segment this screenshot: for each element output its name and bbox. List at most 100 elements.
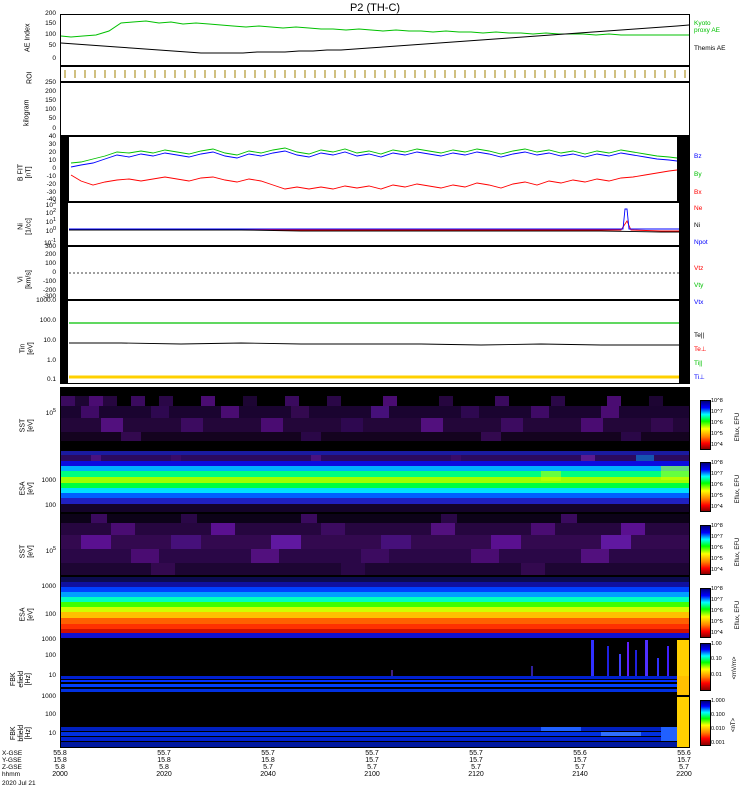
ae-index-plot xyxy=(61,20,689,54)
legend-kyoto-proxy-ae: Kyoto xyxy=(694,20,711,27)
panel-b-fit xyxy=(60,136,690,202)
legend-te-par: Te|| xyxy=(694,332,705,339)
ytick: 30 xyxy=(48,141,56,148)
cbtick: 10^7 xyxy=(711,409,723,415)
footer-label-y-gse: Y-GSE xyxy=(2,757,22,764)
panel-temperature-ylabel: Tin [eV] xyxy=(19,342,35,355)
panel-density xyxy=(60,202,690,246)
legend-te-perp: Te⊥ xyxy=(694,346,707,353)
legend-npot: Npot xyxy=(694,239,708,246)
footer-label-x-gse: X-GSE xyxy=(2,750,23,757)
ytick: 20 xyxy=(48,149,56,156)
ytick: 100 xyxy=(45,260,56,267)
cbtick: 1.00 xyxy=(711,641,722,647)
ytick: 250 xyxy=(45,79,56,86)
roi-plot xyxy=(64,70,686,78)
legend-themis-ae: Themis AE xyxy=(694,45,726,52)
xtick-hhmm: 2000 xyxy=(52,771,68,778)
ytick: 100 xyxy=(45,711,56,718)
b-fit-plot xyxy=(61,137,689,201)
xtick-y-gse-last: 15.7 xyxy=(677,757,691,764)
xtick-y-gse: 15.7 xyxy=(469,757,483,764)
colorbar-sst-electron xyxy=(700,525,711,575)
cbtick: 10^8 xyxy=(711,586,723,592)
panel-kilogram-ylabel: kilogram xyxy=(23,99,31,126)
ytick: 10 xyxy=(48,157,56,164)
ytick: 1000 xyxy=(41,636,56,643)
ytick: 100 xyxy=(45,106,56,113)
xtick-hhmm: 2020 xyxy=(156,771,172,778)
cbtick: 10^6 xyxy=(711,420,723,426)
legend-kyoto-proxy-ae-2: proxy AE xyxy=(694,27,721,34)
footer-date: 2020 Jul 21 xyxy=(2,780,36,787)
xtick-hhmm-last: 2200 xyxy=(676,771,692,778)
panel-esa-electron-ylabel: ESA [eV] xyxy=(19,607,35,622)
legend-by: By xyxy=(694,171,702,178)
ytick: -40 xyxy=(46,196,56,203)
panel-fbk-efield-ylabel: FBK efield [Hz] xyxy=(9,670,32,688)
xtick-y-gse: 15.8 xyxy=(157,757,171,764)
velocity-plot xyxy=(61,247,689,299)
xtick-x-gse: 55.7 xyxy=(469,750,483,757)
ytick: 1000.0 xyxy=(36,297,56,304)
ytick: -200 xyxy=(42,287,56,294)
ytick: 0 xyxy=(52,55,56,62)
xtick-z-gse: 5.7 xyxy=(471,764,481,771)
ytick: 105 xyxy=(45,546,56,556)
ytick: 50 xyxy=(48,42,56,49)
temperature-plot xyxy=(61,301,689,383)
cbtick: 10^6 xyxy=(711,482,723,488)
colorbar-fbk-efield xyxy=(700,643,711,691)
xtick-z-gse: 5.7 xyxy=(367,764,377,771)
ytick: 10 xyxy=(48,672,56,679)
ytick: -20 xyxy=(46,181,56,188)
panel-temperature xyxy=(60,300,690,384)
esa-electron-spectrogram xyxy=(61,577,689,638)
cbtick: 0.10 xyxy=(711,656,722,662)
xtick-y-gse: 15.8 xyxy=(53,757,67,764)
ytick: 0 xyxy=(52,165,56,172)
ytick: 100 xyxy=(45,226,56,236)
legend-vtx: Vtx xyxy=(694,299,704,306)
xtick-y-gse: 15.7 xyxy=(365,757,379,764)
ytick: 100 xyxy=(45,31,56,38)
ytick: 200 xyxy=(45,10,56,17)
cbtick: 10^7 xyxy=(711,471,723,477)
panel-sst-ion-ylabel: SST [eV] xyxy=(19,418,35,433)
ytick: -300 xyxy=(42,293,56,300)
panel-ae-index xyxy=(60,14,690,66)
panel-esa-electron xyxy=(60,576,690,639)
panel-sst-electron xyxy=(60,513,690,576)
sst-electron-spectrogram xyxy=(61,514,689,575)
legend-bz: Bz xyxy=(694,153,702,160)
cbtick: 10^6 xyxy=(711,608,723,614)
xtick-x-gse: 55.6 xyxy=(573,750,587,757)
colorbar-label: Eflux, EFU xyxy=(735,537,741,567)
xtick-z-gse: 5.7 xyxy=(263,764,273,771)
xtick-x-gse: 55.7 xyxy=(261,750,275,757)
xtick-hhmm: 2120 xyxy=(468,771,484,778)
footer-label-hhmm: hhmm xyxy=(2,771,21,778)
ytick: -100 xyxy=(42,278,56,285)
ytick: 10 xyxy=(48,730,56,737)
colorbar-label: Eflux, EFU xyxy=(735,412,741,442)
ytick: 1.0 xyxy=(46,357,56,364)
xtick-z-gse-last: 5.7 xyxy=(679,764,689,771)
cbtick: 10^5 xyxy=(711,493,723,499)
panel-density-ylabel: Ni [1/cc] xyxy=(17,218,33,235)
panel-sst-electron-ylabel: SST [eV] xyxy=(19,544,35,559)
cbtick: 10^4 xyxy=(711,567,723,573)
ytick: 101 xyxy=(45,217,56,227)
legend-ni: Ni xyxy=(694,222,701,229)
xtick-hhmm: 2100 xyxy=(364,771,380,778)
cbtick: 10^5 xyxy=(711,431,723,437)
xtick-z-gse: 5.8 xyxy=(55,764,65,771)
sst-ion-spectrogram xyxy=(61,388,689,449)
cbtick: 10^7 xyxy=(711,597,723,603)
colorbar-esa-ion xyxy=(700,462,711,512)
legend-vtz: Vtz xyxy=(694,265,704,272)
footer-label-z-gse: Z-GSE xyxy=(2,764,22,771)
ytick: 0 xyxy=(52,125,56,132)
legend-ne: Ne xyxy=(694,205,703,212)
